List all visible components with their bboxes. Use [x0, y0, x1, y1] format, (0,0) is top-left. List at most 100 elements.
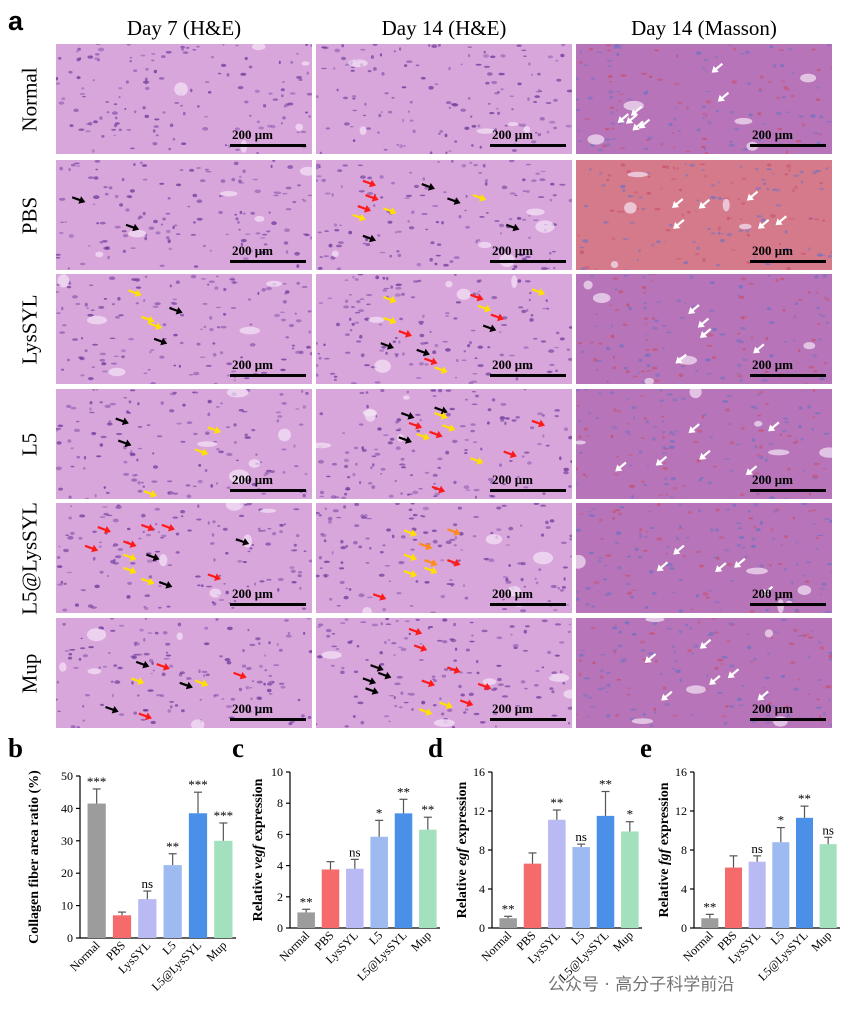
annotation-arrow	[365, 194, 379, 202]
annotation-arrow	[138, 712, 152, 721]
annotation-arrow	[727, 668, 740, 679]
annotation-arrow	[447, 666, 461, 674]
annotation-arrow	[434, 412, 448, 420]
tissue-image	[56, 160, 312, 270]
annotation-arrow	[362, 677, 377, 685]
column-title: Day 14 (H&E)	[381, 16, 507, 40]
annotation-arrow	[644, 653, 657, 663]
y-tick-label: 12	[473, 804, 485, 818]
annotation-arrow	[715, 562, 727, 573]
annotation-arrow	[424, 357, 438, 366]
y-tick-label: 20	[61, 866, 73, 880]
annotation-arrow	[362, 179, 377, 188]
scale-bar-label: 200 μm	[752, 472, 793, 487]
y-tick-label: 4	[479, 882, 485, 896]
panel-letter: b	[8, 733, 23, 763]
tissue-image	[316, 503, 572, 613]
significance-label: *	[778, 813, 785, 828]
y-tick-label: 12	[675, 804, 687, 818]
annotation-arrow	[403, 570, 418, 578]
x-tick-label: Mup	[204, 938, 230, 964]
annotation-arrow	[447, 528, 461, 536]
annotation-arrow	[661, 690, 673, 701]
scale-bar	[750, 603, 826, 606]
significance-label: **	[798, 791, 811, 806]
scale-bar	[750, 489, 826, 492]
scale-bar	[230, 374, 306, 377]
y-axis-label: Relative fgf expression	[657, 782, 672, 917]
bar	[87, 803, 106, 938]
scale-bar-label: 200 μm	[492, 243, 533, 258]
annotation-arrow	[207, 573, 222, 581]
scale-bar-label: 200 μm	[232, 586, 273, 601]
annotation-arrow	[421, 183, 435, 191]
annotation-arrow	[365, 687, 379, 695]
annotation-arrow	[158, 581, 173, 589]
annotation-arrow	[477, 304, 492, 313]
annotation-arrow	[753, 343, 765, 354]
scale-bar-label: 200 μm	[752, 701, 793, 716]
annotation-arrow	[194, 679, 209, 688]
y-axis-label: Relative vegf expression	[251, 778, 266, 921]
micrograph-tile: 200 μm	[576, 503, 832, 613]
bar	[297, 912, 315, 928]
annotation-arrow	[123, 540, 137, 548]
bar	[701, 918, 719, 928]
micrograph-tile: 200 μm	[316, 274, 572, 384]
annotation-arrow	[413, 644, 428, 652]
y-tick-label: 2	[277, 890, 283, 904]
annotation-arrow	[383, 316, 397, 325]
annotation-arrow	[656, 561, 669, 572]
annotation-arrow	[439, 701, 453, 710]
scale-bar	[230, 144, 306, 147]
significance-label: ***	[188, 777, 208, 792]
annotation-arrow	[761, 585, 774, 596]
annotation-arrow	[207, 426, 222, 434]
annotation-arrow	[675, 353, 687, 364]
annotation-arrow	[235, 538, 250, 546]
annotation-arrow	[352, 213, 366, 222]
scale-bar-label: 200 μm	[492, 357, 533, 372]
annotation-arrow	[441, 424, 456, 432]
annotation-arrow	[699, 449, 711, 460]
significance-label: ns	[575, 829, 587, 844]
y-tick-label: 0	[277, 921, 283, 935]
annotation-arrow	[717, 91, 730, 102]
annotation-arrow	[357, 205, 371, 213]
x-tick-label: Mup	[408, 928, 434, 954]
scale-bar-label: 200 μm	[232, 357, 273, 372]
annotation-arrow	[673, 219, 685, 229]
scale-bar	[750, 718, 826, 721]
significance-label: **	[300, 894, 313, 909]
annotation-arrow	[431, 485, 446, 494]
annotation-arrow	[125, 223, 140, 232]
annotation-arrow	[148, 322, 163, 330]
scale-bar	[750, 260, 826, 263]
annotation-arrow	[768, 421, 780, 432]
annotation-arrow	[472, 194, 487, 202]
annotation-arrow	[140, 315, 155, 324]
bar	[795, 817, 814, 928]
bar	[138, 899, 157, 938]
y-tick-label: 30	[61, 834, 73, 848]
annotation-arrow	[424, 566, 438, 575]
micrograph-tile: 200 μm	[56, 44, 312, 154]
annotation-arrow	[482, 324, 497, 333]
annotation-arrow	[655, 455, 668, 466]
annotation-arrow	[398, 436, 412, 444]
y-tick-label: 0	[67, 931, 73, 945]
micrograph-tile: 200 μm	[56, 274, 312, 384]
tissue-image	[576, 274, 832, 384]
annotation-arrow	[697, 317, 710, 328]
annotation-arrow	[84, 544, 99, 553]
significance-label: **	[599, 777, 612, 792]
panel-letter: e	[640, 733, 652, 763]
annotation-arrow	[123, 566, 137, 575]
scale-bar-label: 200 μm	[492, 127, 533, 142]
annotation-arrow	[531, 419, 546, 428]
scale-bar	[230, 260, 306, 263]
scale-bar	[490, 144, 566, 147]
scale-bar-label: 200 μm	[232, 243, 273, 258]
annotation-arrow	[97, 526, 111, 534]
